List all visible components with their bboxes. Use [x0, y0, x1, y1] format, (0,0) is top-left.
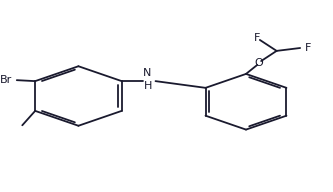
Text: F: F: [305, 43, 311, 53]
Text: Br: Br: [0, 75, 13, 85]
Text: N: N: [143, 68, 151, 78]
Text: F: F: [254, 33, 260, 43]
Text: O: O: [254, 58, 263, 68]
Text: H: H: [144, 81, 153, 91]
